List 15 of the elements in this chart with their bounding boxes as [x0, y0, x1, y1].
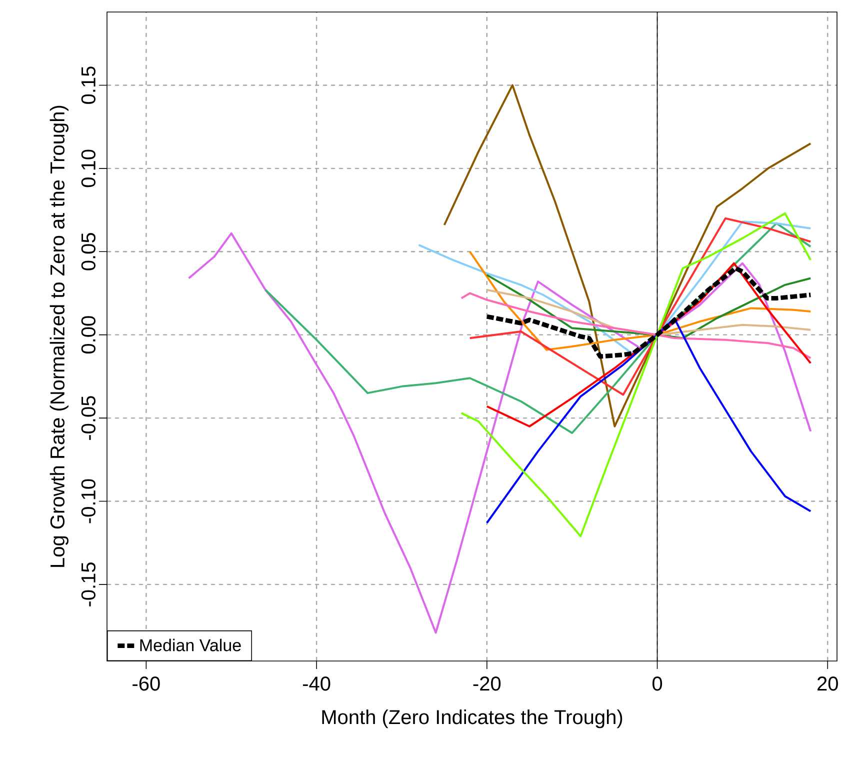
x-tick-label: 0 [652, 676, 662, 691]
x-tick-label: -40 [302, 676, 330, 691]
y-tick-label: 0.00 [81, 316, 96, 354]
y-axis-title: Log Growth Rate (Normalized to Zero at the Trough) [50, 106, 68, 567]
legend-label: Median Value [140, 638, 241, 652]
x-tick-label: 20 [818, 676, 838, 691]
y-tick-label: -0.05 [81, 396, 96, 440]
y-tick-label: 0.15 [81, 66, 96, 104]
y-tick-label: -0.10 [81, 479, 96, 524]
y-tick-label: 0.05 [81, 233, 96, 270]
x-axis-title: Month (Zero Indicates the Trough) [322, 710, 622, 728]
y-tick-label: -0.15 [81, 562, 96, 606]
x-tick-label: -20 [473, 676, 501, 691]
x-tick-label: -60 [132, 676, 160, 691]
y-tick-label: 0.10 [81, 150, 96, 188]
